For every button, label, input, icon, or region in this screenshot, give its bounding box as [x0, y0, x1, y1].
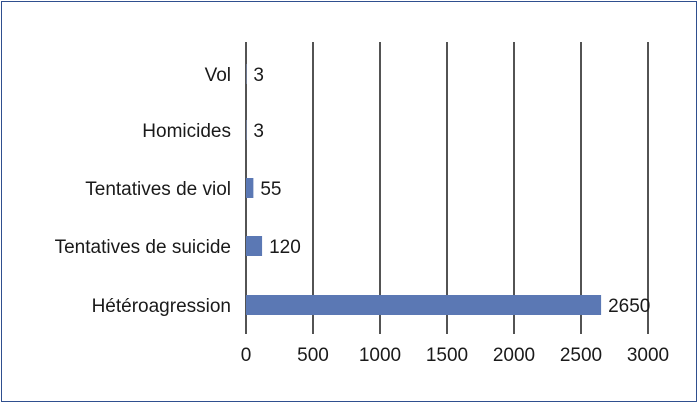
bar [246, 178, 254, 198]
x-tick-label: 1000 [359, 345, 401, 366]
value-labels: 3 3 55 120 2650 [253, 65, 650, 317]
x-tick-label: 500 [297, 345, 329, 366]
bar [246, 236, 263, 256]
value-label: 2650 [608, 296, 650, 317]
category-label: Tentatives de suicide [55, 237, 231, 258]
x-axis-tick-labels: 0 500 1000 1500 2000 2500 3000 [241, 345, 669, 366]
category-label: Homicides [142, 121, 231, 142]
category-labels: Vol Homicides Tentatives de viol Tentatives… [55, 65, 231, 317]
x-tick-label: 0 [241, 345, 252, 366]
x-tick-label: 1500 [426, 345, 468, 366]
value-label: 3 [253, 65, 264, 86]
bar [246, 295, 602, 315]
x-tick-label: 2500 [560, 345, 602, 366]
category-label: Vol [205, 65, 231, 86]
category-label: Hétéroagression [92, 296, 231, 317]
gridlines [245, 42, 649, 334]
bars [246, 64, 602, 315]
x-tick-label: 2000 [493, 345, 535, 366]
value-label: 120 [269, 237, 301, 258]
value-label: 3 [253, 121, 264, 142]
value-label: 55 [260, 179, 281, 200]
x-tick-label: 3000 [627, 345, 669, 366]
category-label: Tentatives de viol [85, 179, 231, 200]
